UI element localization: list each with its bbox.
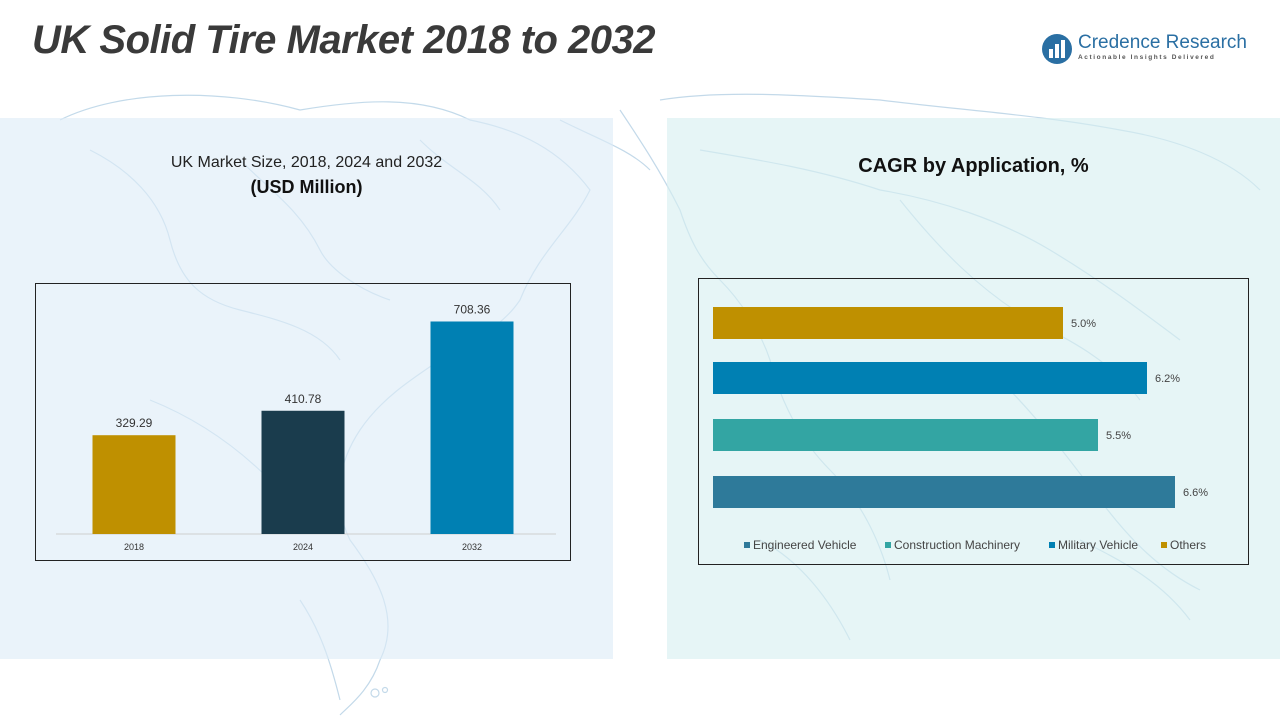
cagr-chart-frame: 5.0% 6.2% 5.5% 6.6% Engineered Vehicle Constr… (698, 278, 1249, 565)
hbar-others (713, 307, 1063, 339)
x-tick-label-2024: 2024 (293, 542, 313, 552)
hbar-value-label-construction-machinery: 5.5% (1106, 430, 1131, 442)
market-size-chart-frame: 329.29 2018 410.78 2024 708.36 2032 (35, 283, 571, 561)
x-tick-label-2032: 2032 (462, 542, 482, 552)
market-size-chart: 329.29 2018 410.78 2024 708.36 2032 (56, 302, 556, 552)
legend-label-engineered-vehicle: Engineered Vehicle (753, 538, 857, 552)
logo-name: Credence Research (1078, 32, 1247, 53)
hbar-military-vehicle (713, 362, 1147, 394)
cagr-title: CAGR by Application, % (858, 155, 1089, 177)
cagr-legend: Engineered Vehicle Construction Machinery… (744, 538, 1206, 552)
legend-swatch-construction-machinery (885, 542, 891, 548)
market-size-subtitle: UK Market Size, 2018, 2024 and 2032 (170, 154, 443, 171)
logo-chart-icon (1042, 34, 1072, 64)
hbar-value-label-military-vehicle: 6.2% (1155, 373, 1180, 385)
hbar-value-label-engineered-vehicle: 6.6% (1183, 487, 1208, 499)
legend-label-construction-machinery: Construction Machinery (894, 538, 1020, 552)
market-size-unit: (USD Million) (250, 177, 363, 197)
bar-value-label-2024: 410.78 (285, 392, 322, 406)
hbar-engineered-vehicle (713, 476, 1175, 508)
page-title: UK Solid Tire Market 2018 to 2032 (32, 18, 656, 62)
legend-label-military-vehicle: Military Vehicle (1058, 538, 1138, 552)
legend-swatch-engineered-vehicle (744, 542, 750, 548)
x-tick-label-2018: 2018 (124, 542, 144, 552)
bar-value-label-2018: 329.29 (116, 416, 153, 430)
legend-swatch-others (1161, 542, 1167, 548)
hbar-construction-machinery (713, 419, 1098, 451)
bar-2024 (261, 410, 345, 534)
legend-label-others: Others (1170, 538, 1206, 552)
bar-2018 (92, 435, 176, 534)
logo-tagline: Actionable Insights Delivered (1078, 54, 1216, 61)
credence-research-logo: Credence Research Actionable Insights De… (1040, 32, 1255, 72)
cagr-chart: 5.0% 6.2% 5.5% 6.6% Engineered Vehicle Constr… (713, 307, 1208, 552)
bar-2032 (430, 321, 514, 534)
hbar-value-label-others: 5.0% (1071, 318, 1096, 330)
legend-swatch-military-vehicle (1049, 542, 1055, 548)
bar-value-label-2032: 708.36 (454, 302, 491, 316)
